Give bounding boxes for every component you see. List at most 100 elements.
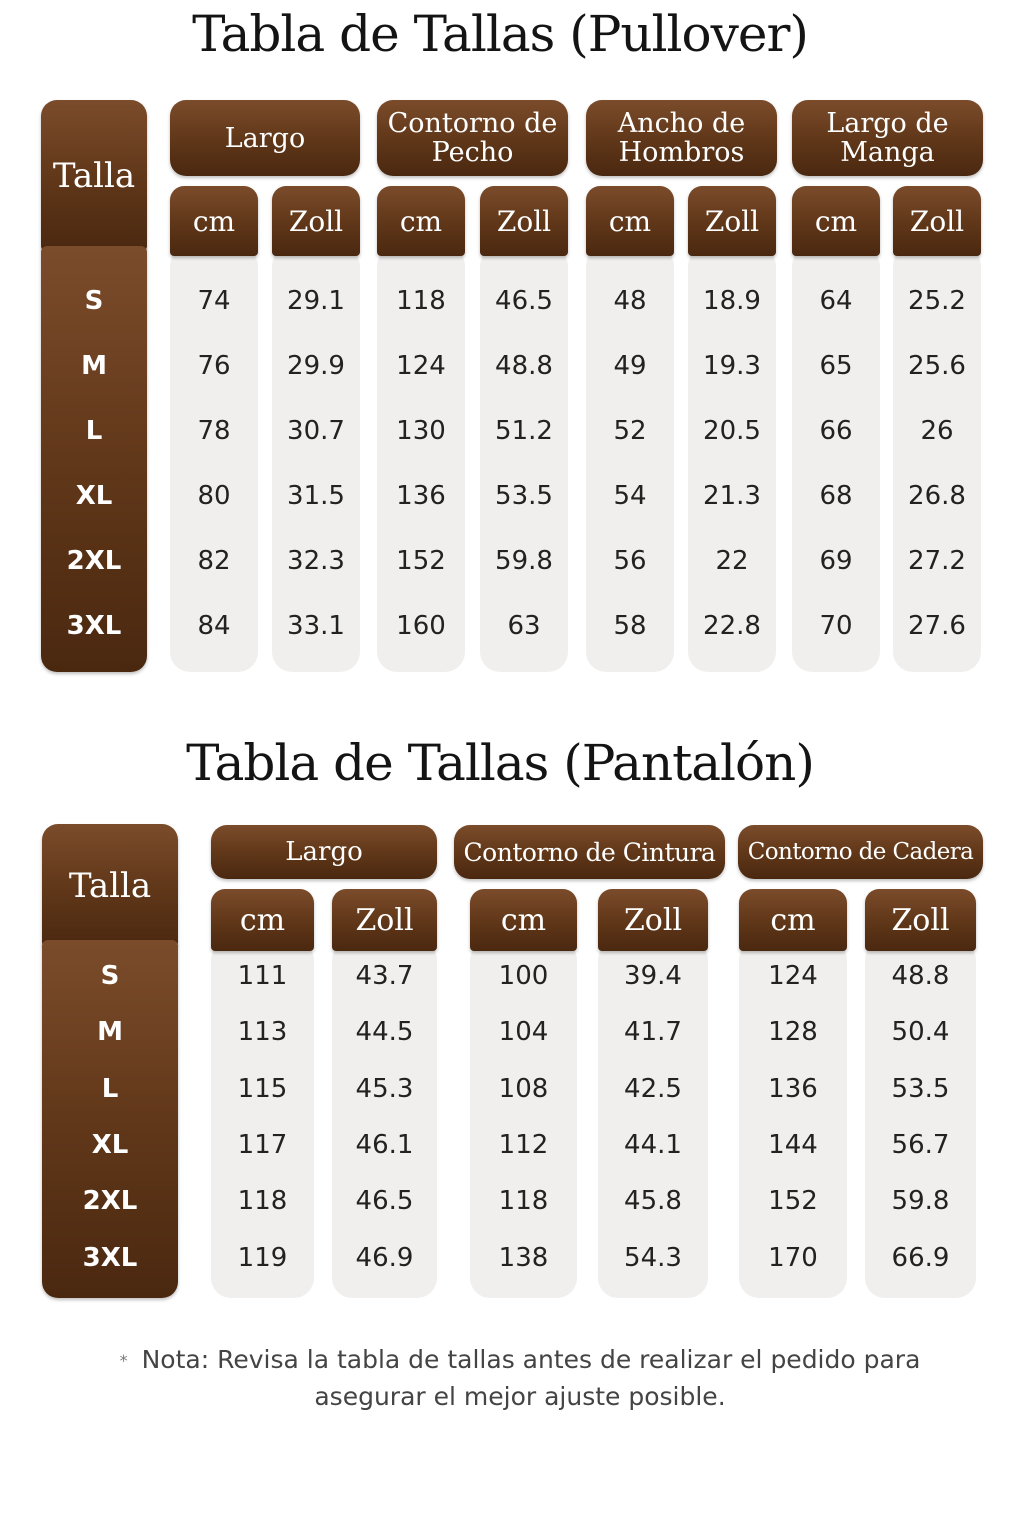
- cell-value: 118: [498, 1186, 549, 1217]
- pullover-size-column: S M L XL 2XL 3XL: [41, 246, 147, 672]
- cell-value: 48.8: [495, 350, 553, 381]
- cell-value: 112: [498, 1130, 549, 1161]
- unit-header-cm: cm: [739, 889, 847, 951]
- pants-group-largo: Largo: [211, 825, 437, 879]
- cell-value: 19.3: [703, 350, 761, 381]
- pants-largo-cm-column: 111 113 115 117 118 119: [211, 940, 314, 1298]
- cell-value: 56.7: [891, 1130, 950, 1161]
- size-label: L: [101, 1073, 119, 1104]
- cell-value: 27.6: [908, 610, 966, 641]
- cell-value: 54: [613, 480, 647, 511]
- cell-value: 56: [613, 545, 647, 576]
- cell-value: 108: [498, 1073, 549, 1104]
- cell-value: 70: [819, 610, 853, 641]
- note: * Nota: Revisa la tabla de tallas antes d…: [60, 1342, 980, 1415]
- cell-value: 115: [237, 1073, 288, 1104]
- cell-value: 41.7: [624, 1017, 682, 1048]
- cell-value: 53.5: [891, 1073, 950, 1104]
- pullover-group-contorno-pecho: Contorno de Pecho: [377, 100, 568, 176]
- cell-value: 51.2: [495, 415, 553, 446]
- cell-value: 118: [237, 1186, 288, 1217]
- pullover-pecho-cm-column: 118 124 130 136 152 160: [377, 246, 465, 672]
- unit-header-zoll: Zoll: [865, 889, 976, 951]
- cell-value: 48: [613, 285, 647, 316]
- size-label: S: [100, 961, 120, 992]
- cell-value: 138: [498, 1242, 549, 1273]
- unit-header-zoll: Zoll: [598, 889, 708, 951]
- unit-header-zoll: Zoll: [893, 186, 981, 256]
- cell-value: 45.8: [624, 1186, 682, 1217]
- unit-header-zoll: Zoll: [480, 186, 568, 256]
- pants-largo-zoll-column: 43.7 44.5 45.3 46.1 46.5 46.9: [332, 940, 437, 1298]
- cell-value: 46.9: [355, 1242, 414, 1273]
- cell-value: 59.8: [495, 545, 553, 576]
- note-text-1: Nota: Revisa la tabla de tallas antes de…: [141, 1345, 921, 1374]
- cell-value: 30.7: [287, 415, 345, 446]
- cell-value: 18.9: [703, 285, 761, 316]
- cell-value: 50.4: [891, 1017, 950, 1048]
- pullover-hombros-cm-column: 48 49 52 54 56 58: [586, 246, 674, 672]
- size-label: L: [85, 415, 103, 446]
- cell-value: 84: [197, 610, 231, 641]
- cell-value: 43.7: [355, 961, 414, 992]
- pullover-group-ancho-hombros: Ancho de Hombros: [586, 100, 777, 176]
- cell-value: 32.3: [287, 545, 345, 576]
- pants-cadera-zoll-column: 48.8 50.4 53.5 56.7 59.8 66.9: [865, 940, 976, 1298]
- pullover-hombros-zoll-column: 18.9 19.3 20.5 21.3 22 22.8: [688, 246, 776, 672]
- cell-value: 22.8: [703, 610, 761, 641]
- pullover-largo-zoll-column: 29.1 29.9 30.7 31.5 32.3 33.1: [272, 246, 360, 672]
- cell-value: 20.5: [703, 415, 761, 446]
- pullover-pecho-zoll-column: 46.5 48.8 51.2 53.5 59.8 63: [480, 246, 568, 672]
- cell-value: 54.3: [624, 1242, 682, 1273]
- cell-value: 113: [237, 1017, 288, 1048]
- cell-value: 25.6: [908, 350, 966, 381]
- cell-value: 33.1: [287, 610, 345, 641]
- cell-value: 59.8: [891, 1186, 950, 1217]
- cell-value: 26.8: [908, 480, 966, 511]
- cell-value: 31.5: [287, 480, 345, 511]
- unit-header-cm: cm: [470, 889, 577, 951]
- cell-value: 53.5: [495, 480, 553, 511]
- cell-value: 21.3: [703, 480, 761, 511]
- size-label: M: [97, 1017, 123, 1048]
- cell-value: 58: [613, 610, 647, 641]
- pants-size-column: S M L XL 2XL 3XL: [42, 940, 178, 1298]
- cell-value: 52: [613, 415, 647, 446]
- cell-value: 152: [768, 1186, 818, 1217]
- unit-header-cm: cm: [211, 889, 314, 951]
- cell-value: 39.4: [624, 961, 682, 992]
- cell-value: 82: [197, 545, 231, 576]
- cell-value: 170: [768, 1242, 818, 1273]
- pants-cintura-cm-column: 100 104 108 112 118 138: [470, 940, 577, 1298]
- unit-header-zoll: Zoll: [272, 186, 360, 256]
- cell-value: 29.1: [287, 285, 345, 316]
- cell-value: 26: [920, 415, 954, 446]
- cell-value: 64: [819, 285, 853, 316]
- cell-value: 25.2: [908, 285, 966, 316]
- unit-header-zoll: Zoll: [688, 186, 776, 256]
- cell-value: 76: [197, 350, 231, 381]
- cell-value: 66: [819, 415, 853, 446]
- pants-cintura-zoll-column: 39.4 41.7 42.5 44.1 45.8 54.3: [598, 940, 708, 1298]
- size-label: XL: [91, 1130, 129, 1161]
- unit-header-cm: cm: [170, 186, 258, 256]
- pullover-largo-cm-column: 74 76 78 80 82 84: [170, 246, 258, 672]
- size-label: 3XL: [82, 1242, 138, 1273]
- size-label: M: [81, 350, 107, 381]
- cell-value: 152: [396, 545, 446, 576]
- pullover-group-largo-manga: Largo de Manga: [792, 100, 983, 176]
- size-label: S: [84, 285, 104, 316]
- cell-value: 46.5: [495, 285, 553, 316]
- cell-value: 124: [768, 961, 818, 992]
- cell-value: 66.9: [891, 1242, 950, 1273]
- cell-value: 69: [819, 545, 853, 576]
- cell-value: 118: [396, 285, 446, 316]
- cell-value: 136: [768, 1073, 818, 1104]
- cell-value: 44.5: [355, 1017, 414, 1048]
- cell-value: 48.8: [891, 961, 950, 992]
- unit-header-cm: cm: [377, 186, 465, 256]
- cell-value: 104: [498, 1017, 549, 1048]
- cell-value: 45.3: [355, 1073, 414, 1104]
- cell-value: 111: [237, 961, 288, 992]
- pullover-manga-zoll-column: 25.2 25.6 26 26.8 27.2 27.6: [893, 246, 981, 672]
